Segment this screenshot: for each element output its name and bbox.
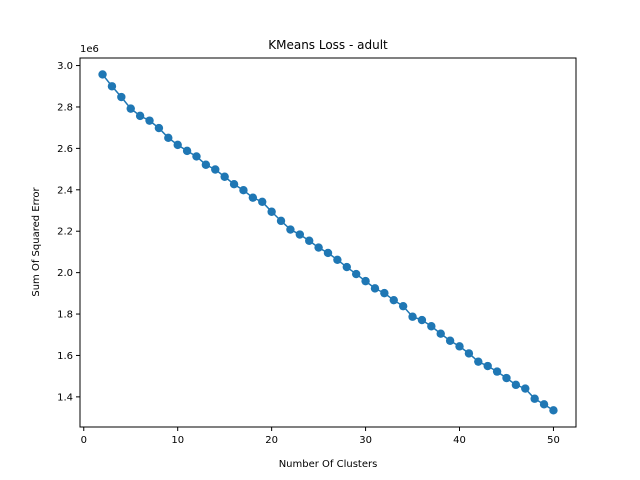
- y-tick-label: 2.2: [57, 227, 73, 238]
- data-point: [135, 111, 145, 121]
- data-point: [126, 104, 135, 113]
- data-point: [201, 160, 211, 169]
- data-point: [182, 146, 192, 156]
- data-point: [267, 207, 276, 216]
- data-point: [154, 123, 164, 133]
- data-point: [417, 315, 427, 325]
- data-point: [370, 284, 380, 293]
- plot-area: 0 10 20 30 40 50 1.4 1.6 1.8 2.0 2.2 2.4 2.6 2.8 3.0: [57, 57, 577, 446]
- y-tick-label: 1.8: [57, 310, 73, 321]
- data-point: [211, 165, 220, 174]
- data-point: [464, 349, 474, 358]
- y-tick-label: 1.4: [57, 392, 73, 403]
- y-tick-label: 2.6: [57, 144, 73, 155]
- data-point: [398, 301, 408, 311]
- data-point: [483, 361, 492, 371]
- data-point: [229, 180, 239, 189]
- data-point: [98, 70, 107, 79]
- data-point: [380, 288, 389, 298]
- data-point: [145, 116, 154, 125]
- data-point: [323, 248, 333, 258]
- data-point: [549, 406, 558, 415]
- y-tick-label: 2.4: [57, 185, 73, 196]
- x-tick-label: 20: [265, 435, 278, 446]
- x-axis-label: Number Of Clusters: [279, 459, 378, 470]
- data-point: [455, 342, 464, 351]
- data-point: [389, 295, 398, 305]
- data-point: [342, 262, 351, 272]
- y-tick-label: 1.6: [57, 351, 73, 362]
- data-point: [258, 197, 267, 207]
- data-point: [117, 92, 126, 102]
- data-point: [351, 269, 361, 279]
- data-point: [248, 193, 258, 202]
- data-point: [314, 243, 323, 252]
- axes-frame: [79, 57, 577, 428]
- x-tick-label: 40: [453, 435, 466, 446]
- data-point: [511, 380, 521, 390]
- data-point: [502, 373, 511, 383]
- data-point: [521, 384, 530, 393]
- data-point: [276, 216, 286, 226]
- data-point: [436, 329, 445, 338]
- y-tick-label: 2.8: [57, 102, 73, 113]
- data-point: [239, 186, 248, 195]
- data-point: [361, 276, 370, 286]
- chart-title: KMeans Loss - adult: [268, 38, 388, 52]
- data-point: [107, 82, 117, 91]
- y-axis-label: Sum Of Squared Error: [31, 186, 42, 296]
- x-tick-label: 10: [171, 435, 184, 446]
- x-tick-label: 0: [81, 435, 87, 446]
- data-point: [474, 357, 483, 366]
- data-point: [427, 322, 436, 331]
- y-tick-label: 2.0: [57, 268, 73, 279]
- data-point: [305, 236, 314, 245]
- data-point: [295, 230, 305, 239]
- data-point: [192, 152, 201, 161]
- data-point: [445, 336, 455, 345]
- y-offset-label: 1e6: [80, 44, 99, 55]
- data-point: [286, 225, 295, 234]
- data-point: [530, 394, 539, 403]
- data-point: [220, 172, 229, 181]
- x-tick-label: 30: [359, 435, 372, 446]
- data-point: [492, 367, 502, 376]
- data-point: [333, 255, 342, 264]
- data-point: [408, 312, 417, 321]
- data-point: [173, 140, 182, 150]
- y-tick-label: 3.0: [57, 61, 73, 72]
- x-tick-label: 50: [547, 435, 560, 446]
- data-point: [539, 400, 549, 409]
- data-point: [164, 133, 173, 143]
